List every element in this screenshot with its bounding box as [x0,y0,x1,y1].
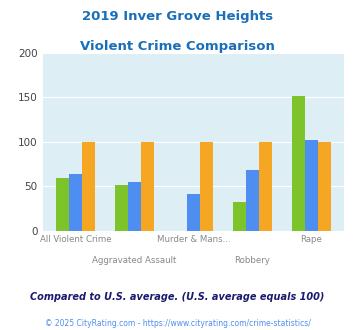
Bar [82,142,95,231]
Bar [200,142,213,231]
Bar [305,140,318,231]
Text: 2019 Inver Grove Heights: 2019 Inver Grove Heights [82,10,273,23]
Bar [115,185,128,231]
Bar [128,182,141,231]
Bar [292,96,305,231]
Legend: Inver Grove Heights, Minnesota, National: Inver Grove Heights, Minnesota, National [46,329,341,330]
Text: Violent Crime Comparison: Violent Crime Comparison [80,40,275,52]
Bar [141,142,154,231]
Bar [56,178,69,231]
Text: © 2025 CityRating.com - https://www.cityrating.com/crime-statistics/: © 2025 CityRating.com - https://www.city… [45,319,310,328]
Bar [187,194,200,231]
Bar [246,170,259,231]
Bar [69,174,82,231]
Bar [233,202,246,231]
Bar [318,142,331,231]
Text: Compared to U.S. average. (U.S. average equals 100): Compared to U.S. average. (U.S. average … [30,292,325,302]
Bar [259,142,272,231]
